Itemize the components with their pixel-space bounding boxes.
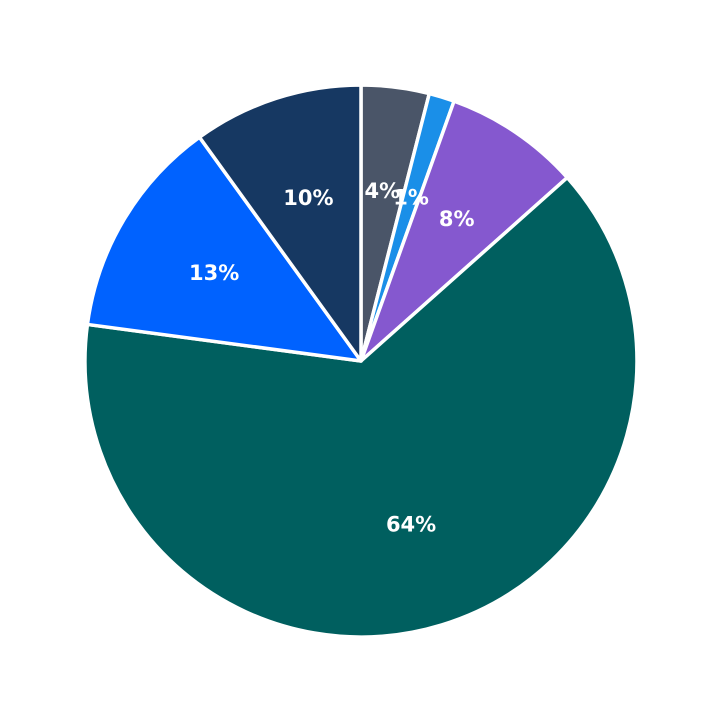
pie-slices (83, 83, 639, 639)
pie-slice-label-0: 4% (365, 179, 401, 203)
pie-slice-label-5: 10% (283, 186, 333, 210)
pie-slice-3 (83, 175, 639, 639)
pie-slice-label-4: 13% (189, 261, 239, 285)
pie-slice-5 (197, 83, 363, 363)
pie-slice-2 (359, 99, 570, 363)
pie-labels: 4%1% 8% 64% 13% 10% (189, 179, 475, 536)
pie-slice-label-3: 64% (386, 513, 436, 537)
pie-slice-label-1: 1% (393, 185, 429, 209)
pie-slice-label-2: 8% (439, 207, 475, 231)
pie-slice-4 (85, 135, 363, 363)
